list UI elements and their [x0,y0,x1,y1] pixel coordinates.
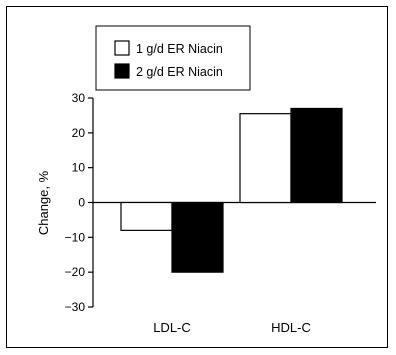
bar-hdl-c-series-1 [239,113,292,204]
legend-swatch-2 [114,63,130,79]
legend-swatch-1 [114,40,130,56]
bars [120,107,343,273]
y-tick-label: −30 [65,300,86,314]
x-category-label: LDL-C [153,320,191,335]
y-tick-label: 20 [72,126,86,140]
legend: 1 g/d ER Niacin 2 g/d ER Niacin [95,25,251,91]
x-category-label: HDL-C [271,320,311,335]
y-tick-label: 0 [78,196,85,210]
y-tick-label: −10 [65,230,86,244]
legend-box [95,25,251,91]
y-axis-label: Change, % [36,170,51,235]
legend-label-2: 2 g/d ER Niacin [136,65,223,79]
y-tick-label: 10 [72,161,86,175]
labels: LDL-C HDL-C [153,320,311,335]
y-tick-label: 30 [72,91,86,105]
bar-ldl-c-series-2 [171,201,224,273]
bar-hdl-c-series-2 [290,107,343,204]
legend-label-1: 1 g/d ER Niacin [136,42,223,56]
bar-ldl-c-series-1 [120,201,173,231]
y-tick-label: −20 [65,265,86,279]
